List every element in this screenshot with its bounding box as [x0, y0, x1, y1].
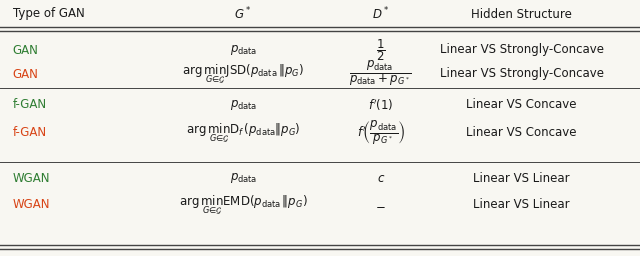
Text: Linear VS Concave: Linear VS Concave: [467, 99, 577, 112]
Text: $\arg\min_{G \in \mathcal{G}} \mathrm{D}_f(p_{\mathrm{data}} \| p_G)$: $\arg\min_{G \in \mathcal{G}} \mathrm{D}…: [186, 121, 300, 145]
Text: $\dfrac{1}{2}$: $\dfrac{1}{2}$: [376, 37, 385, 63]
Text: Linear VS Strongly-Concave: Linear VS Strongly-Concave: [440, 44, 604, 57]
Text: Linear VS Strongly-Concave: Linear VS Strongly-Concave: [440, 68, 604, 80]
Text: Linear VS Linear: Linear VS Linear: [474, 172, 570, 185]
Text: $\dfrac{p_{\mathrm{data}}}{p_{\mathrm{data}}+p_{G^*}}$: $\dfrac{p_{\mathrm{data}}}{p_{\mathrm{da…: [349, 60, 412, 88]
Text: f-GAN: f-GAN: [13, 99, 47, 112]
Text: $-$: $-$: [376, 198, 386, 211]
Text: GAN: GAN: [13, 68, 38, 80]
Text: GAN: GAN: [13, 44, 38, 57]
Text: $p_{\mathrm{data}}$: $p_{\mathrm{data}}$: [230, 98, 257, 112]
Text: Linear VS Linear: Linear VS Linear: [474, 198, 570, 211]
Text: WGAN: WGAN: [13, 198, 51, 211]
Text: $p_{\mathrm{data}}$: $p_{\mathrm{data}}$: [230, 171, 257, 185]
Text: f-GAN: f-GAN: [13, 126, 47, 140]
Text: $f'\!\left(\dfrac{p_{\mathrm{data}}}{p_{G^*}}\right)$: $f'\!\left(\dfrac{p_{\mathrm{data}}}{p_{…: [356, 119, 405, 147]
Text: $f'(1)$: $f'(1)$: [368, 97, 394, 113]
Text: Linear VS Concave: Linear VS Concave: [467, 126, 577, 140]
Text: Hidden Structure: Hidden Structure: [471, 7, 572, 20]
Text: Type of GAN: Type of GAN: [13, 7, 84, 20]
Text: $c$: $c$: [377, 172, 385, 185]
Text: $\arg\min_{G \in \mathcal{G}} \mathrm{EMD}(p_{\mathrm{data}} \| p_G)$: $\arg\min_{G \in \mathcal{G}} \mathrm{EM…: [179, 194, 308, 217]
Text: $p_{\mathrm{data}}$: $p_{\mathrm{data}}$: [230, 43, 257, 57]
Text: $D^*$: $D^*$: [372, 6, 390, 22]
Text: WGAN: WGAN: [13, 172, 51, 185]
Text: $G^*$: $G^*$: [234, 6, 252, 22]
Text: $\arg\min_{G \in \mathcal{G}} \mathrm{JSD}(p_{\mathrm{data}} \| p_G)$: $\arg\min_{G \in \mathcal{G}} \mathrm{JS…: [182, 62, 304, 86]
